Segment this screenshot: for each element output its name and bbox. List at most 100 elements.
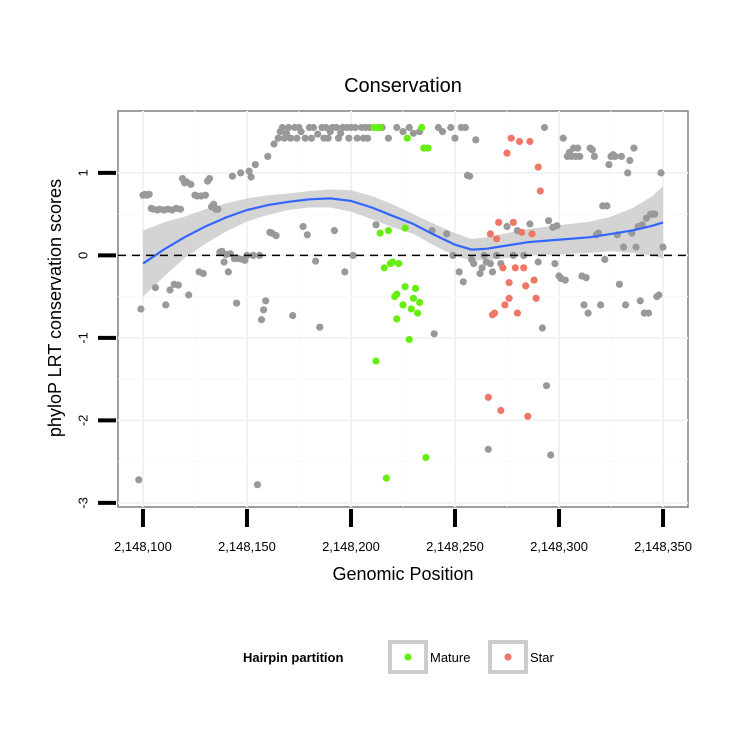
data-point-other — [584, 309, 592, 317]
data-point-other — [449, 251, 457, 259]
data-point-star — [518, 228, 526, 236]
data-point-other — [253, 481, 261, 489]
data-point-other — [538, 324, 547, 332]
data-point-other — [597, 301, 605, 309]
data-point-other — [262, 297, 270, 305]
data-point-other — [297, 128, 305, 136]
data-point-other — [307, 134, 316, 142]
data-point-other — [526, 220, 534, 228]
x-tick-label: 2,148,350 — [634, 539, 692, 554]
data-point-star — [507, 134, 515, 142]
data-point-star — [522, 282, 530, 290]
data-point-other — [503, 222, 511, 231]
data-point-mature — [407, 305, 415, 313]
data-point-other — [561, 276, 569, 284]
data-point-star — [486, 230, 494, 238]
data-point-other — [351, 123, 359, 132]
data-point-other — [576, 152, 584, 160]
data-point-other — [461, 123, 469, 132]
data-point-other — [237, 169, 245, 177]
y-tick-label: 1 — [75, 169, 90, 176]
x-axis-title: Genomic Position — [332, 564, 473, 584]
data-point-other — [486, 260, 494, 268]
legend-marker-mature — [404, 653, 412, 661]
data-point-star — [530, 276, 538, 284]
data-point-other — [659, 243, 667, 251]
data-point-other — [590, 152, 599, 160]
data-point-star — [503, 149, 511, 157]
data-point-other — [324, 134, 332, 142]
data-point-other — [476, 269, 484, 278]
x-tick-label: 2,148,200 — [322, 539, 380, 554]
data-point-other — [337, 129, 345, 137]
data-point-mature — [414, 309, 422, 317]
data-point-other — [611, 152, 619, 160]
data-point-star — [526, 137, 534, 146]
y-axis-title: phyloP LRT conservation scores — [45, 179, 65, 437]
x-axis: 2,148,100 2,148,150 2,148,200 2,148,250 2,14… — [114, 509, 692, 554]
legend-label-star: Star — [530, 650, 555, 665]
data-point-other — [293, 134, 301, 142]
data-point-other — [624, 169, 632, 177]
data-point-star — [484, 393, 492, 401]
data-point-other — [174, 281, 182, 289]
data-point-other — [632, 243, 640, 251]
data-point-other — [588, 146, 596, 154]
data-point-mature — [393, 315, 401, 323]
data-point-mature — [376, 229, 384, 237]
data-point-star — [536, 187, 544, 195]
y-tick-label: -1 — [75, 332, 90, 344]
data-point-other — [287, 134, 295, 142]
data-point-other — [249, 251, 257, 259]
data-point-star — [511, 264, 519, 272]
data-point-star — [501, 301, 509, 309]
data-point-other — [220, 258, 228, 266]
data-point-other — [372, 221, 380, 229]
smooth-fit-line — [142, 197, 664, 265]
data-point-other — [285, 123, 293, 132]
data-point-mature — [380, 264, 388, 272]
data-point-other — [657, 169, 665, 177]
data-point-star — [532, 294, 540, 302]
data-point-other — [551, 260, 559, 268]
data-point-other — [622, 301, 630, 309]
y-tick-label: 0 — [75, 252, 90, 259]
data-point-other — [540, 123, 549, 132]
data-point-other — [224, 268, 232, 276]
data-point-other — [282, 129, 291, 137]
data-point-other — [466, 172, 474, 180]
data-point-other — [626, 156, 634, 165]
data-point-other — [582, 274, 590, 282]
data-point-other — [151, 284, 159, 292]
data-point-other — [605, 161, 613, 169]
data-point-mature — [424, 144, 432, 152]
data-point-mature — [384, 227, 392, 235]
data-point-other — [393, 123, 401, 132]
data-point-star — [495, 218, 503, 226]
data-point-other — [478, 264, 486, 272]
data-point-other — [553, 222, 561, 230]
data-point-mature — [399, 301, 407, 309]
data-point-star — [513, 309, 522, 317]
data-point-other — [545, 217, 553, 225]
data-point-other — [472, 136, 480, 144]
data-point-other — [349, 251, 357, 259]
data-point-mature — [401, 224, 409, 232]
data-point-other — [272, 232, 280, 240]
data-point-other — [615, 280, 624, 288]
data-point-other — [137, 305, 145, 313]
data-point-other — [316, 323, 324, 331]
data-point-star — [493, 235, 501, 243]
data-point-other — [274, 134, 282, 142]
data-point-other — [247, 173, 255, 181]
data-point-other — [443, 230, 451, 238]
x-tick-label: 2,148,300 — [530, 539, 588, 554]
data-point-other — [617, 152, 626, 160]
data-point-mature — [416, 298, 424, 306]
data-point-other — [264, 152, 272, 160]
data-point-other — [214, 205, 222, 213]
data-point-other — [185, 291, 193, 299]
legend: Hairpin partition Mature Star — [243, 640, 555, 674]
data-point-other — [205, 175, 214, 183]
